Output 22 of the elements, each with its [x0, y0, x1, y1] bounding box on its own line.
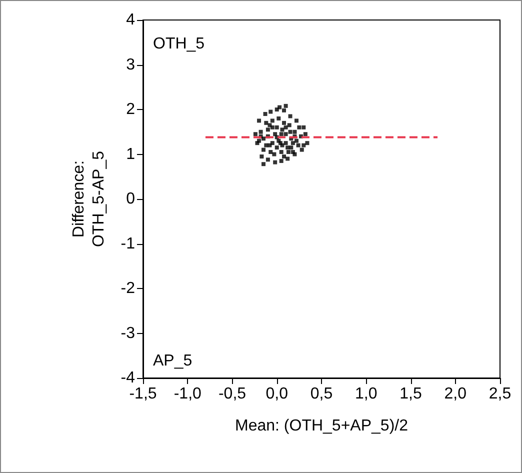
annotation: AP_5 — [153, 352, 192, 370]
x-tick-label: 2,5 — [488, 386, 512, 402]
x-tick-label: -0,5 — [218, 386, 246, 402]
y-tick-label: -4 — [120, 370, 136, 386]
y-tick-label: -2 — [120, 280, 136, 297]
y-axis-title: Difference: OTH_5-AP_5 — [70, 150, 108, 248]
y-tick-label: 1 — [126, 146, 136, 163]
x-tick-label: 0,5 — [310, 386, 333, 402]
annotation: OTH_5 — [153, 36, 205, 52]
x-tick-label: -1,5 — [129, 386, 157, 402]
x-axis-title: Mean: (OTH_5+AP_5)/2 — [235, 418, 408, 434]
x-tick-label: 2,0 — [444, 386, 467, 402]
y-tick-label: 0 — [126, 190, 136, 208]
y-tick-label: 4 — [126, 12, 136, 28]
x-tick-label: -1,0 — [174, 386, 202, 402]
y-tick-label: 2 — [126, 101, 136, 118]
x-tick-label: 1,5 — [400, 386, 422, 402]
y-tick-label: 3 — [126, 56, 136, 74]
x-tick-label: 0,0 — [266, 386, 288, 402]
y-tick-label: -3 — [120, 324, 136, 342]
x-tick-label: 1,0 — [355, 386, 378, 402]
y-tick-label: -1 — [120, 235, 136, 252]
